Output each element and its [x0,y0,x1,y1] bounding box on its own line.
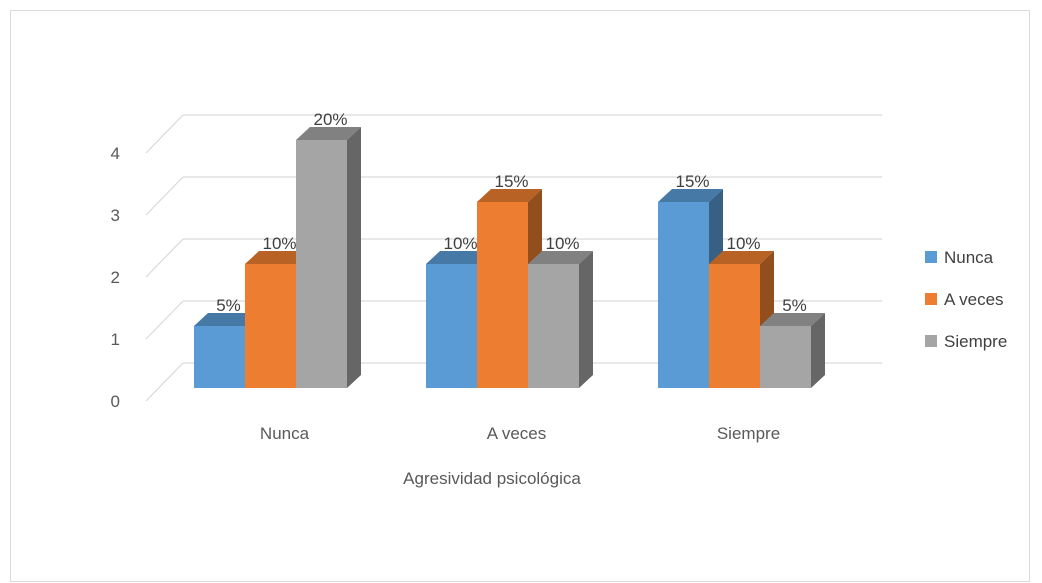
bar-top-face [658,189,723,202]
x-axis-title: Agresividad psicológica [403,469,581,488]
bar-top-face [709,251,774,264]
gridline-diagonal [145,176,184,216]
bar-side-face [811,313,825,388]
x-tick-label: Nunca [260,424,310,443]
bar-front-face [426,264,477,388]
data-label: 10% [443,234,477,253]
bar-front-face [194,326,245,388]
bar-top-face [528,251,593,264]
data-label: 15% [675,172,709,191]
bar-front-face [658,202,709,388]
y-tick-label: 0 [111,392,120,411]
bar [760,313,825,388]
bar-top-face [426,251,491,264]
gridline-diagonal [145,114,184,154]
data-labels: 5% 10% 20% 10% 15% 10% 15% 10% 5% [216,110,807,315]
legend-label: Siempre [944,332,1007,351]
data-label: 10% [545,234,579,253]
bar-front-face [477,202,528,388]
legend-item: Nunca [925,248,994,267]
bar-front-face [709,264,760,388]
bar-front-face [760,326,811,388]
gridline-diagonal [145,362,184,402]
legend: Nunca A veces Siempre [925,248,1007,351]
legend-swatch [925,335,937,347]
y-axis-ticks: 0 1 2 3 4 [111,144,120,411]
bar [296,127,361,388]
data-label: 20% [313,110,347,129]
data-label: 10% [262,234,296,253]
data-label: 10% [726,234,760,253]
x-axis-ticks: Nunca A veces Siempre [260,424,780,443]
bars [194,127,825,388]
bar-front-face [528,264,579,388]
bar-top-face [760,313,825,326]
legend-swatch [925,251,937,263]
legend-label: A veces [944,290,1004,309]
x-tick-label: A veces [487,424,547,443]
legend-label: Nunca [944,248,994,267]
bar-front-face [296,140,347,388]
bar-top-face [296,127,361,140]
bar-front-face [245,264,296,388]
y-tick-label: 1 [111,330,120,349]
legend-item: A veces [925,290,1004,309]
data-label: 5% [216,296,241,315]
data-label: 5% [782,296,807,315]
gridline-diagonal [145,238,184,278]
bar-side-face [579,251,593,388]
y-tick-label: 3 [111,206,120,225]
x-tick-label: Siempre [717,424,780,443]
bar-top-face [477,189,542,202]
gridline-diagonal [145,300,184,340]
y-tick-label: 4 [111,144,120,163]
bar-top-face [245,251,310,264]
data-label: 15% [494,172,528,191]
y-tick-label: 2 [111,268,120,287]
legend-item: Siempre [925,332,1007,351]
bar-top-face [194,313,259,326]
bar-side-face [347,127,361,388]
legend-swatch [925,293,937,305]
bar [528,251,593,388]
